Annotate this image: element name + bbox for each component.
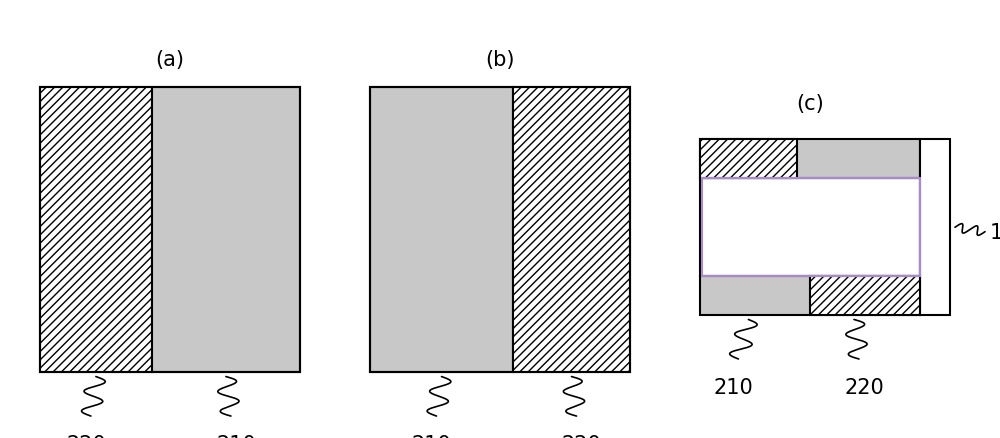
Bar (40, 88, 300, 372)
Bar (700, 140, 920, 179)
Bar (513, 88, 630, 372)
Text: 220: 220 (66, 434, 106, 438)
Text: 210: 210 (216, 434, 256, 438)
Text: (a): (a) (156, 50, 184, 70)
Bar (700, 140, 797, 179)
Bar (370, 88, 630, 372)
Text: 210: 210 (412, 434, 451, 438)
Text: (c): (c) (796, 94, 824, 114)
Bar (702, 179, 920, 277)
Bar (700, 277, 920, 315)
Text: 220: 220 (562, 434, 601, 438)
Bar (920, 140, 950, 315)
Text: 100: 100 (990, 222, 1000, 242)
Text: (b): (b) (485, 50, 515, 70)
Bar (152, 88, 300, 372)
Bar (370, 88, 513, 372)
Text: 210: 210 (714, 377, 753, 397)
Bar (810, 277, 920, 315)
Bar (40, 88, 152, 372)
Bar (700, 179, 920, 277)
Text: 220: 220 (844, 377, 884, 397)
